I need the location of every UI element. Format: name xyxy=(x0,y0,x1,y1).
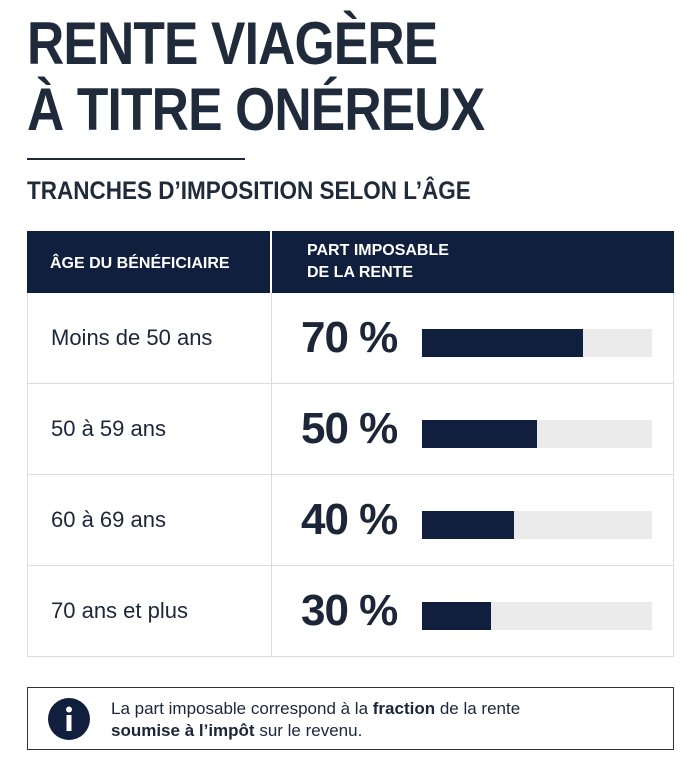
bar-track xyxy=(422,602,652,630)
column-divider xyxy=(271,475,272,565)
column-divider xyxy=(270,231,272,293)
percent-label: 40 % xyxy=(301,495,398,544)
age-label: 70 ans et plus xyxy=(51,598,188,623)
column-divider xyxy=(271,293,272,383)
info-box: La part imposable correspond à la fracti… xyxy=(27,687,674,750)
bar xyxy=(422,602,491,630)
bar xyxy=(422,511,514,539)
age-label: 50 à 59 ans xyxy=(51,416,166,441)
bar xyxy=(422,329,583,357)
percent-label: 50 % xyxy=(301,404,398,453)
note-segment: La part imposable correspond à la xyxy=(111,699,373,718)
info-icon xyxy=(48,698,90,740)
table-header: ÂGE DU BÉNÉFICIAIRE PART IMPOSABLE DE LA… xyxy=(27,231,674,293)
bar-track xyxy=(422,511,652,539)
age-label: 60 à 69 ans xyxy=(51,507,166,532)
column-divider xyxy=(271,566,272,656)
bar-track xyxy=(422,420,652,448)
divider xyxy=(27,158,245,160)
percent-label: 70 % xyxy=(301,313,398,362)
column-header: ÂGE DU BÉNÉFICIAIRE xyxy=(50,255,230,272)
age-label: Moins de 50 ans xyxy=(51,325,213,350)
note-segment: de la rente xyxy=(435,699,521,718)
column-header: PART IMPOSABLE DE LA RENTE xyxy=(307,242,449,281)
note-emphasis: fraction xyxy=(372,699,436,718)
table: ÂGE DU BÉNÉFICIAIRE PART IMPOSABLE DE LA… xyxy=(27,231,674,657)
title-line: RENTE VIAGÈRE xyxy=(27,10,438,77)
title-line: À TITRE ONÉREUX xyxy=(27,76,485,143)
note-emphasis: soumise à l’impôt xyxy=(111,721,255,740)
table-row: Moins de 50 ans 70 % xyxy=(27,293,674,384)
bar-track xyxy=(422,329,652,357)
note-segment: sur le revenu. xyxy=(254,721,363,740)
column-divider xyxy=(271,384,272,474)
bar xyxy=(422,420,537,448)
percent-label: 30 % xyxy=(301,586,398,635)
subtitle: TRANCHES D’IMPOSITION SELON L’ÂGE xyxy=(27,177,471,205)
note-text: La part imposable correspond à la fracti… xyxy=(111,698,520,742)
table-row: 70 ans et plus 30 % xyxy=(27,566,674,657)
table-row: 60 à 69 ans 40 % xyxy=(27,475,674,566)
table-row: 50 à 59 ans 50 % xyxy=(27,384,674,475)
